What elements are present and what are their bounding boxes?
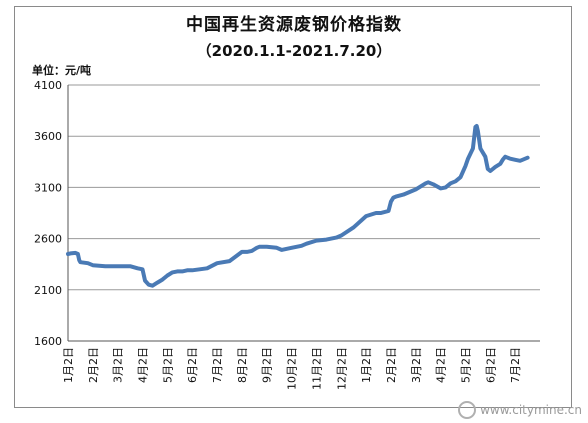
watermark: www.citymine.cn — [458, 401, 582, 419]
y-tick-label: 4100 — [34, 79, 62, 92]
x-tick-label: 8月2日 — [236, 347, 249, 383]
x-tick-label: 10月2日 — [286, 347, 299, 390]
x-tick-label: 2月2日 — [87, 347, 100, 383]
x-tick-label: 11月2日 — [310, 347, 323, 390]
x-tick-label: 2月2日 — [385, 347, 398, 383]
x-tick-label: 3月2日 — [112, 347, 125, 383]
chart-title: 中国再生资源废钢价格指数 — [186, 15, 402, 35]
y-tick-label: 3100 — [34, 181, 62, 194]
x-tick-label: 6月2日 — [186, 347, 199, 383]
unit-label: 单位：元/吨 — [32, 64, 92, 77]
y-tick-label: 1600 — [34, 335, 62, 348]
x-tick-label: 5月2日 — [161, 347, 174, 383]
citymine-logo-icon — [458, 401, 477, 419]
price-index-line — [66, 124, 530, 288]
x-tick-label: 1月2日 — [360, 347, 373, 383]
watermark-text: www.citymine.cn — [480, 403, 582, 417]
x-tick-label: 7月2日 — [211, 347, 224, 383]
chart-subtitle: （2020.1.1-2021.7.20） — [196, 42, 392, 60]
y-tick-label: 2100 — [34, 284, 62, 297]
x-tick-label: 1月2日 — [62, 347, 75, 383]
x-tick-label: 12月2日 — [335, 347, 348, 390]
x-tick-label: 9月2日 — [261, 347, 274, 383]
x-tick-label: 5月2日 — [459, 347, 472, 383]
y-tick-label: 3600 — [34, 130, 62, 143]
x-tick-label: 3月2日 — [410, 347, 423, 383]
x-tick-label: 6月2日 — [484, 347, 497, 383]
y-tick-label: 2600 — [34, 233, 62, 246]
x-tick-label: 4月2日 — [137, 347, 150, 383]
x-tick-label: 4月2日 — [435, 347, 448, 383]
x-tick-label: 7月2日 — [509, 347, 522, 383]
